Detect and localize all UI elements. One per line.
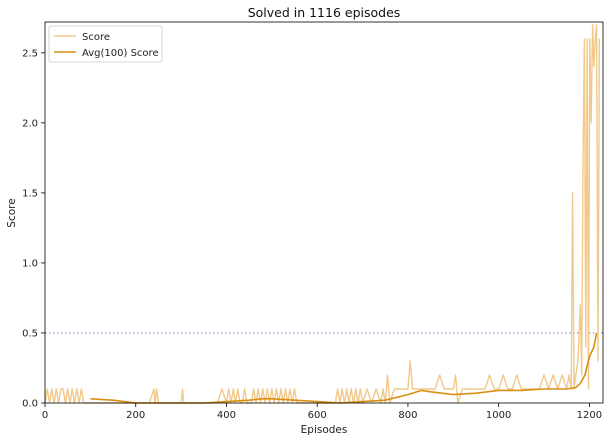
x-axis-label: Episodes [301,424,348,436]
y-tick-label: 0.0 [22,399,38,410]
y-tick-label: 1.5 [22,188,38,199]
legend-label-avg: Avg(100) Score [82,48,159,59]
x-tick-label: 600 [308,410,327,421]
legend: Score Avg(100) Score [48,25,163,63]
y-tick-label: 1.0 [22,258,38,269]
legend-label-score: Score [82,32,110,43]
x-tick-label: 1200 [577,410,602,421]
legend-box [48,25,163,63]
x-tick-label: 200 [126,410,145,421]
y-tick-label: 2.0 [22,118,38,129]
x-tick-label: 400 [217,410,236,421]
x-tick-label: 800 [398,410,417,421]
chart-title: Solved in 1116 episodes [248,5,401,20]
y-tick-label: 2.5 [22,48,38,59]
ticks-layer: 0 200 400 600 800 1000 1200 0.0 0.5 1.0 1.5 2.0 2.5 [22,48,602,421]
plot-frame [44,21,604,404]
x-tick-label: 0 [42,410,48,421]
x-tick-label: 1000 [486,410,511,421]
y-tick-label: 0.5 [22,328,38,339]
y-axis-label: Score [6,198,18,227]
plot-area [45,22,603,403]
